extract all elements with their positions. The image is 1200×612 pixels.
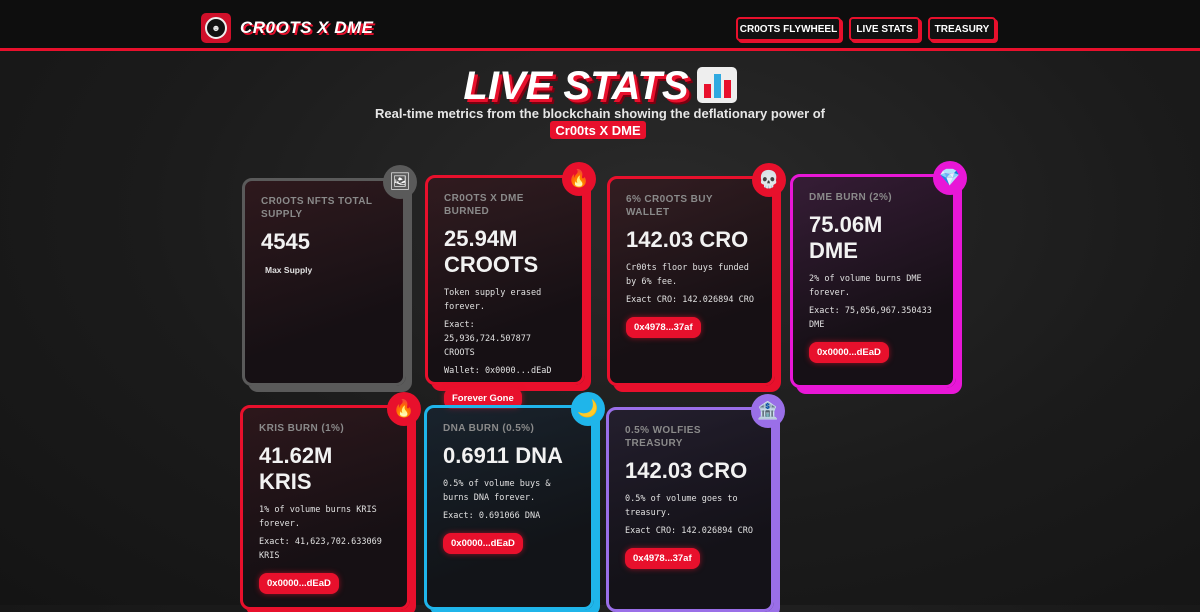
brand-name[interactable]: CR0OTS X DME: [240, 18, 374, 37]
stat-description: Token supply erased forever.: [444, 288, 542, 312]
burn-address-link[interactable]: 0x0000...dEaD: [259, 573, 339, 594]
stat-description: 1% of volume burns KRIS forever.: [259, 505, 377, 529]
nav-live-stats-button[interactable]: LIVE STATS: [849, 17, 920, 41]
stat-description: 2% of volume burns DME forever.: [809, 274, 922, 298]
stat-card-buy-wallet: 💀 6% CR0OTS BUY WALLET 142.03 CRO Cr00ts…: [607, 163, 786, 386]
stat-value: 142.03 CRO: [626, 227, 749, 252]
stat-label: KRIS BURN (1%): [259, 423, 345, 434]
stat-exact-value: Exact: 0.691066 DNA: [443, 511, 541, 521]
stat-exact-value: Exact CRO: 142.026894 CRO: [626, 295, 754, 305]
stat-label: CR0OTS X DME BURNED: [444, 193, 524, 217]
burn-address-link[interactable]: 0x0000...dEaD: [443, 533, 523, 554]
stat-card-nft-supply: 🖼 CR0OTS NFTS TOTAL SUPPLY 4545 Max Supp…: [242, 165, 417, 386]
stat-label: 0.5% WOLFIES TREASURY: [625, 425, 701, 449]
page-title-text: LIVE STATS: [463, 64, 689, 108]
stat-exact-value: Exact CRO: 142.026894 CRO: [625, 526, 753, 536]
stat-value: 142.03 CRO: [625, 458, 748, 483]
stat-value: 0.6911 DNA: [443, 443, 563, 468]
stat-card-dna-burn: 🌙 DNA BURN (0.5%) 0.6911 DNA 0.5% of vol…: [424, 392, 605, 610]
stat-value: 75.06M DME: [809, 212, 883, 263]
stat-card-croots-burned: 🔥 CR0OTS X DME BURNED 25.94M CROOTS Toke…: [425, 162, 596, 409]
picture-icon: 🖼: [383, 165, 417, 199]
gem-icon: 💎: [933, 161, 967, 195]
stat-label: DME BURN (2%): [809, 192, 892, 203]
stat-value: 4545: [261, 229, 310, 254]
burn-address-link[interactable]: 0x0000...dEaD: [809, 342, 889, 363]
stat-wallet: Wallet: 0x0000...dEaD: [444, 366, 552, 376]
wallet-address-link[interactable]: 0x4978...37af: [625, 548, 700, 569]
stat-value: 25.94M CROOTS: [444, 226, 539, 277]
bar-chart-icon: [696, 67, 737, 103]
logo-disc-icon: ☻: [205, 17, 227, 39]
stat-card-wolfies-treasury: 🏦 0.5% WOLFIES TREASURY 142.03 CRO 0.5% …: [606, 394, 785, 612]
page-title: LIVE STATS: [0, 64, 1200, 109]
stat-exact-value: Exact: 75,056,967.350433 DME: [809, 306, 932, 330]
stat-card-dme-burn: 💎 DME BURN (2%) 75.06M DME 2% of volume …: [790, 161, 967, 388]
brand-logo[interactable]: ☻: [201, 13, 231, 43]
project-highlight-badge: Cr00ts X DME: [550, 121, 646, 139]
fire-icon: 🔥: [387, 392, 421, 426]
stat-card-kris-burn: 🔥 KRIS BURN (1%) 41.62M KRIS 1% of volum…: [240, 392, 421, 610]
stat-label: 6% CR0OTS BUY WALLET: [626, 194, 713, 218]
nav-croots-flywheel-button[interactable]: CR0OTS FLYWHEEL: [736, 17, 841, 41]
skull-icon: 💀: [752, 163, 786, 197]
moon-icon: 🌙: [571, 392, 605, 426]
stat-description: 0.5% of volume buys & burns DNA forever.: [443, 479, 551, 503]
stat-label: DNA BURN (0.5%): [443, 423, 535, 434]
stat-exact-value: Exact: 41,623,702.633069 KRIS: [259, 537, 382, 561]
wallet-address-link[interactable]: 0x4978...37af: [626, 317, 701, 338]
stat-description: Cr00ts floor buys funded by 6% fee.: [626, 263, 749, 287]
stat-exact-value: Exact: 25,936,724.507877 CROOTS: [444, 320, 531, 358]
bank-icon: 🏦: [751, 394, 785, 428]
forever-gone-badge[interactable]: Forever Gone: [444, 388, 522, 409]
fire-icon: 🔥: [562, 162, 596, 196]
page-subtitle: Real-time metrics from the blockchain sh…: [374, 106, 826, 121]
stat-description: Max Supply: [265, 265, 313, 275]
nav-treasury-button[interactable]: TREASURY: [928, 17, 996, 41]
stat-value: 41.62M KRIS: [259, 443, 333, 494]
stat-description: 0.5% of volume goes to treasury.: [625, 494, 738, 518]
stat-label: CR0OTS NFTS TOTAL SUPPLY: [261, 196, 373, 220]
top-navigation-bar: ☻ CR0OTS X DME CR0OTS FLYWHEEL LIVE STAT…: [0, 0, 1200, 51]
